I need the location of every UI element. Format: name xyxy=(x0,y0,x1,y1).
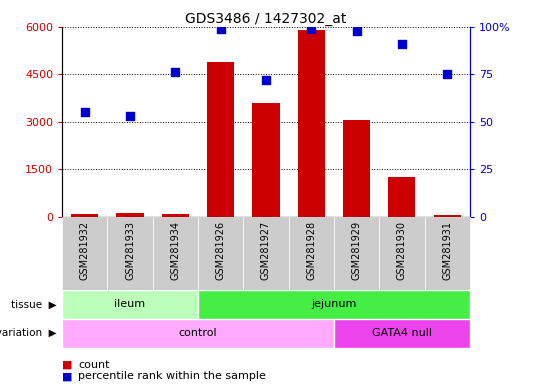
Bar xyxy=(207,62,234,217)
Text: count: count xyxy=(78,360,110,370)
Point xyxy=(261,77,270,83)
Point xyxy=(126,113,134,119)
Text: GSM281933: GSM281933 xyxy=(125,220,135,280)
Text: GSM281927: GSM281927 xyxy=(261,220,271,280)
Text: GSM281928: GSM281928 xyxy=(306,220,316,280)
Bar xyxy=(62,290,198,319)
Text: GSM281929: GSM281929 xyxy=(352,220,362,280)
Bar xyxy=(252,103,280,217)
Bar xyxy=(198,290,470,319)
Bar xyxy=(424,217,470,290)
Bar xyxy=(334,217,379,290)
Bar xyxy=(288,217,334,290)
Text: GATA4 null: GATA4 null xyxy=(372,328,432,338)
Text: tissue  ▶: tissue ▶ xyxy=(11,299,57,310)
Text: control: control xyxy=(179,328,217,338)
Text: GSM281930: GSM281930 xyxy=(397,220,407,280)
Bar xyxy=(62,217,107,290)
Bar xyxy=(388,177,415,217)
Title: GDS3486 / 1427302_at: GDS3486 / 1427302_at xyxy=(185,12,347,26)
Point xyxy=(307,26,315,32)
Bar xyxy=(298,30,325,217)
Bar xyxy=(343,120,370,217)
Text: GSM281926: GSM281926 xyxy=(215,220,226,280)
Text: GSM281932: GSM281932 xyxy=(80,220,90,280)
Bar xyxy=(379,217,424,290)
Bar xyxy=(107,217,153,290)
Text: ileum: ileum xyxy=(114,299,146,310)
Text: ■: ■ xyxy=(62,371,72,381)
Point xyxy=(443,71,451,78)
Text: percentile rank within the sample: percentile rank within the sample xyxy=(78,371,266,381)
Point xyxy=(171,70,180,76)
Bar xyxy=(244,217,288,290)
Point xyxy=(352,28,361,34)
Bar xyxy=(434,215,461,217)
Bar xyxy=(71,214,98,217)
Text: jejunum: jejunum xyxy=(311,299,356,310)
Point xyxy=(397,41,406,47)
Bar xyxy=(153,217,198,290)
Bar xyxy=(334,319,470,348)
Text: genotype/variation  ▶: genotype/variation ▶ xyxy=(0,328,57,338)
Bar xyxy=(117,213,144,217)
Text: GSM281931: GSM281931 xyxy=(442,220,452,280)
Point xyxy=(80,109,89,116)
Bar xyxy=(198,217,244,290)
Text: GSM281934: GSM281934 xyxy=(170,220,180,280)
Bar xyxy=(162,214,189,217)
Bar xyxy=(62,319,334,348)
Point xyxy=(217,26,225,32)
Text: ■: ■ xyxy=(62,360,72,370)
